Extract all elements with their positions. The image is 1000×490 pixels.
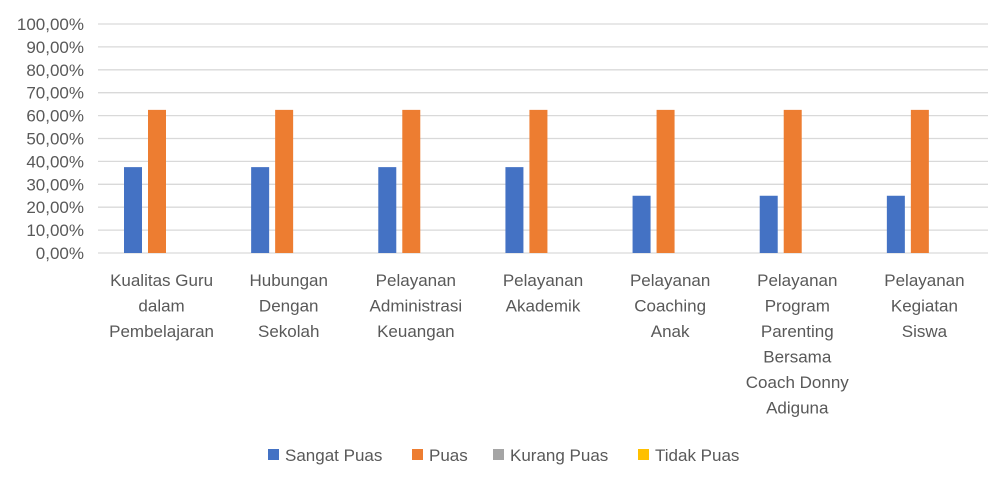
x-category-label: Pelayanan	[884, 271, 964, 290]
x-category-label: Adiguna	[766, 399, 829, 418]
x-category-label: Program	[765, 297, 830, 316]
y-tick-label: 60,00%	[26, 107, 84, 126]
x-category-label: Akademik	[506, 297, 581, 316]
bar-puas	[529, 109, 548, 253]
bar-sangat-puas	[759, 195, 778, 253]
bar-sangat-puas	[632, 195, 651, 253]
bar-sangat-puas	[505, 167, 524, 253]
bar-sangat-puas	[886, 195, 905, 253]
x-category-label: Parenting	[761, 322, 834, 341]
bar-sangat-puas	[124, 167, 142, 253]
y-tick-label: 30,00%	[26, 175, 84, 194]
x-category-label: Bersama	[763, 348, 832, 367]
x-category-label: Sekolah	[258, 322, 319, 341]
y-tick-label: 100,00%	[17, 15, 84, 34]
x-category-label: Kualitas Guru	[110, 271, 213, 290]
x-category-label: Hubungan	[249, 271, 327, 290]
y-tick-label: 80,00%	[26, 61, 84, 80]
y-tick-label: 70,00%	[26, 84, 84, 103]
y-tick-label: 20,00%	[26, 198, 84, 217]
x-category-label: Pembelajaran	[109, 322, 214, 341]
x-category-label: Administrasi	[370, 297, 463, 316]
x-category-label: Dengan	[259, 297, 319, 316]
x-category-label: Kegiatan	[891, 297, 958, 316]
x-category-label: Coaching	[634, 297, 706, 316]
y-tick-label: 50,00%	[26, 130, 84, 149]
bar-puas	[656, 109, 675, 253]
bar-puas	[148, 109, 166, 253]
legend-swatch	[638, 449, 649, 460]
legend-swatch	[493, 449, 504, 460]
y-tick-label: 10,00%	[26, 221, 84, 240]
legend-label: Kurang Puas	[510, 446, 608, 465]
x-category-label: Siswa	[902, 322, 948, 341]
y-tick-label: 40,00%	[26, 152, 84, 171]
bar-puas	[402, 109, 421, 253]
bar-puas	[275, 109, 294, 253]
y-tick-label: 90,00%	[26, 38, 84, 57]
x-category-label: Pelayanan	[757, 271, 837, 290]
legend-swatch	[412, 449, 423, 460]
legend-swatch	[268, 449, 279, 460]
legend-label: Tidak Puas	[655, 446, 739, 465]
y-tick-label: 0,00%	[36, 244, 84, 263]
bar-puas	[783, 109, 802, 253]
bar-puas	[910, 109, 929, 253]
x-category-label: Anak	[651, 322, 690, 341]
bar-sangat-puas	[378, 167, 397, 253]
bar-sangat-puas	[251, 167, 270, 253]
x-category-label: Pelayanan	[503, 271, 583, 290]
x-category-label: Coach Donny	[746, 373, 850, 392]
x-category-label: Pelayanan	[630, 271, 710, 290]
legend-label: Puas	[429, 446, 468, 465]
x-category-label: Keuangan	[377, 322, 455, 341]
x-category-label: Pelayanan	[376, 271, 456, 290]
legend-label: Sangat Puas	[285, 446, 382, 465]
x-category-label: dalam	[138, 297, 184, 316]
